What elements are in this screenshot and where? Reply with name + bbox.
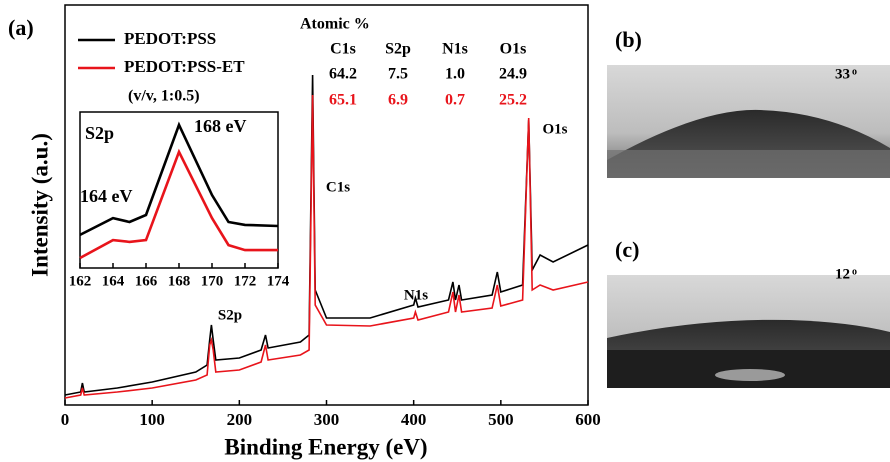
x-tick-label: 164 [102, 273, 125, 289]
photo-c [607, 275, 890, 388]
contact-angle: 12 [835, 266, 850, 282]
x-tick-label: 300 [314, 410, 340, 429]
table-header: N1s [442, 41, 468, 58]
x-tick-label: 174 [267, 273, 290, 289]
x-tick-label: 162 [69, 273, 92, 289]
table-cell: 1.0 [445, 66, 465, 83]
y-axis-label: Intensity (a.u.) [27, 133, 52, 277]
table-cell: 7.5 [388, 66, 408, 83]
table-cell: 6.9 [388, 92, 408, 109]
table-cell: 64.2 [329, 66, 357, 83]
x-tick-label: 170 [201, 273, 224, 289]
table-header: C1s [330, 41, 356, 58]
legend-note: (v/v, 1:0.5) [128, 88, 200, 105]
inset-annotation: 164 eV [80, 186, 133, 206]
x-tick-label: 200 [227, 410, 253, 429]
panel-label: (b) [615, 27, 642, 52]
table-cell: 24.9 [499, 66, 527, 83]
x-tick-label: 166 [135, 273, 158, 289]
x-tick-label: 400 [401, 410, 427, 429]
table-header: S2p [385, 41, 411, 58]
contact-angle: 33 [835, 66, 850, 82]
series-line [79, 148, 278, 260]
x-tick-label: 100 [139, 410, 165, 429]
series-line [79, 121, 279, 237]
inset-annotation: 168 eV [194, 116, 247, 136]
peak-label: O1s [542, 121, 567, 137]
table-cell: 0.7 [445, 92, 465, 109]
x-tick-label: 168 [168, 273, 191, 289]
peak-label: N1s [404, 287, 428, 303]
table-title: Atomic % [300, 16, 370, 33]
panel-label: (c) [615, 237, 639, 262]
x-axis-label: Binding Energy (eV) [224, 434, 427, 459]
photo-b [607, 65, 890, 178]
peak-label: S2p [218, 307, 242, 323]
legend-label: PEDOT:PSS-ET [124, 57, 245, 76]
angle-unit: o [852, 66, 857, 77]
table-cell: 25.2 [499, 92, 527, 109]
x-tick-label: 172 [234, 273, 257, 289]
panel-label: (a) [8, 15, 34, 40]
inset-title: S2p [85, 123, 114, 143]
series-line [64, 94, 589, 399]
x-tick-label: 600 [575, 410, 601, 429]
legend-label: PEDOT:PSS [124, 29, 216, 48]
angle-unit: o [852, 266, 857, 277]
x-tick-label: 0 [61, 410, 70, 429]
x-tick-label: 500 [488, 410, 514, 429]
table-header: O1s [500, 41, 527, 58]
table-cell: 65.1 [329, 92, 357, 109]
peak-label: C1s [326, 179, 350, 195]
